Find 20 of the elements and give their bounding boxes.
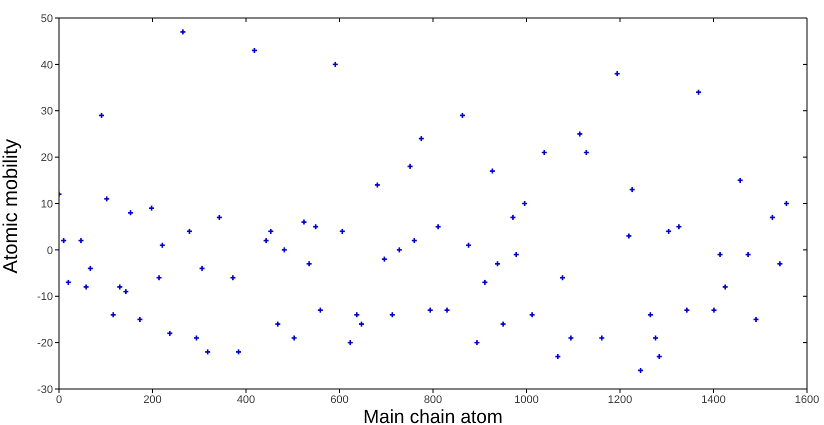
y-tick-label: -30 (37, 384, 53, 396)
y-tick-label: 20 (40, 152, 53, 164)
x-tick-label: 1200 (608, 394, 632, 406)
y-tick-label: -10 (37, 291, 53, 304)
y-axis-title: Atomic mobility (0, 139, 22, 274)
x-tick-label: 800 (424, 394, 442, 406)
x-tick-label: 600 (330, 394, 349, 406)
y-tick-label: 40 (40, 59, 53, 72)
y-tick-label: 50 (40, 12, 53, 25)
x-tick-label: 1400 (701, 394, 726, 406)
y-tick-label: 30 (40, 106, 53, 118)
x-tick-label: 0 (56, 394, 62, 406)
y-tick-label: 0 (46, 244, 53, 257)
x-axis-title: Main chain atom (363, 407, 503, 425)
y-tick-label: -20 (37, 338, 53, 350)
x-tick-label: 1000 (514, 394, 539, 406)
x-tick-label: 400 (236, 394, 256, 406)
y-tick-label: 10 (40, 198, 53, 210)
x-tick-label: 200 (143, 394, 162, 406)
x-tick-label: 1600 (794, 394, 820, 406)
